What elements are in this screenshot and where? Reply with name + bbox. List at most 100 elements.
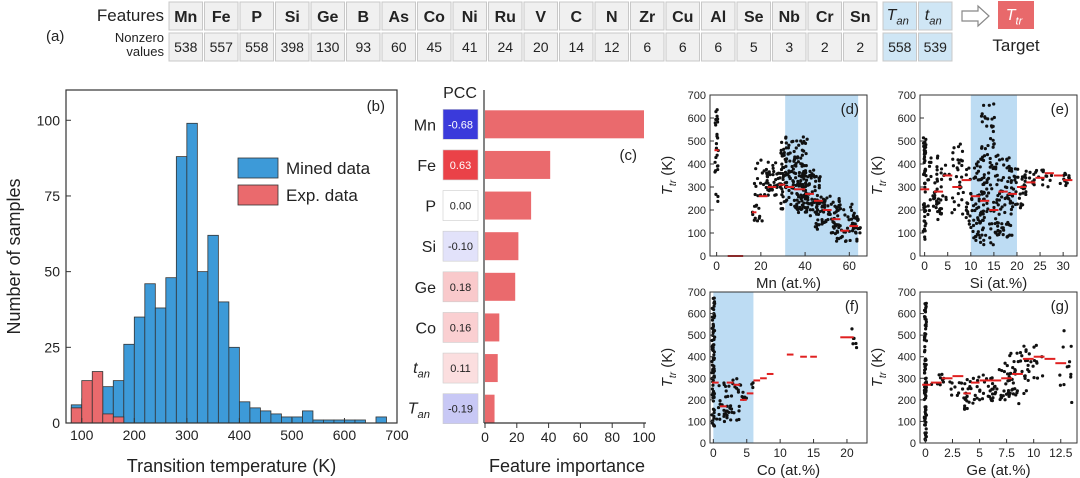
feature-cell	[417, 1, 452, 31]
scatter-point	[710, 387, 715, 391]
scatter-point	[710, 363, 715, 367]
process-count-cell	[918, 32, 953, 62]
scatter-point	[783, 170, 788, 174]
scatter-point	[715, 120, 720, 124]
scatter-point	[967, 222, 971, 226]
scatter-point	[1022, 391, 1026, 396]
scatter-point	[781, 165, 785, 169]
scatter-point	[976, 230, 980, 234]
scatter-point	[802, 172, 806, 176]
scatter-point	[1002, 369, 1006, 374]
feature-cell	[736, 1, 771, 31]
scatter-point	[716, 199, 720, 203]
scatter-point	[982, 243, 986, 247]
scatter-point	[940, 372, 944, 376]
scatter-point	[782, 147, 786, 151]
feature-label: Co	[416, 320, 437, 337]
scatter-point	[814, 179, 818, 183]
scatter-point	[1004, 382, 1008, 386]
y-tick-label: 500	[898, 330, 916, 342]
scatter-point	[936, 217, 940, 222]
scatter-point	[837, 196, 841, 201]
scatter-point	[957, 161, 961, 165]
x-axis-label: Transition temperature (K)	[127, 456, 336, 476]
scatter-point	[1014, 190, 1018, 194]
histogram-bar-mined	[281, 416, 293, 424]
feature-count: 2	[821, 39, 829, 55]
scatter-point	[843, 213, 847, 217]
scatter-point	[1044, 174, 1048, 178]
scatter-point	[999, 207, 1003, 211]
scatter-point	[923, 405, 927, 409]
scatter-point	[780, 162, 784, 166]
scatter-point	[939, 171, 943, 175]
scatter-point	[991, 243, 995, 247]
feature-cell	[523, 1, 558, 31]
scatter-point	[856, 218, 860, 222]
scatter-point	[855, 215, 859, 219]
scatter-point	[712, 316, 716, 320]
scatter-point	[1032, 376, 1036, 380]
scatter-point	[972, 236, 976, 240]
scatter-point	[1065, 181, 1069, 185]
scatter-point	[992, 200, 996, 204]
feature-count: 24	[497, 39, 513, 55]
scatter-point	[817, 186, 821, 190]
scatter-point	[993, 174, 998, 178]
scatter-point	[797, 171, 801, 175]
scatter-point	[1064, 172, 1068, 177]
scatter-point	[788, 159, 792, 163]
histogram-bar-mined	[302, 410, 314, 424]
histogram-bar-exp	[112, 416, 125, 424]
scatter-point	[729, 418, 733, 422]
nonzero-row-label-line1: Nonzero	[115, 30, 164, 45]
scatter-point	[1024, 192, 1028, 197]
scatter-point	[799, 139, 803, 143]
scatter-point	[800, 148, 804, 152]
scatter-point	[717, 412, 721, 417]
scatter-point	[921, 136, 926, 140]
scatter-point	[766, 160, 770, 164]
scatter-point	[1010, 205, 1015, 209]
scatter-point	[1000, 157, 1004, 161]
scatter-point	[858, 231, 862, 235]
plot-frame	[709, 291, 868, 444]
scatter-point	[1028, 170, 1032, 175]
scatter-point	[801, 204, 805, 209]
scatter-point	[1005, 157, 1009, 161]
scatter-point	[938, 376, 943, 380]
y-tick-label: 100	[688, 416, 706, 428]
scatter-point	[834, 239, 839, 243]
scatter-point	[797, 184, 801, 188]
highlight-region	[785, 95, 859, 256]
scatter-point	[996, 178, 1000, 182]
scatter-point	[973, 208, 977, 213]
scatter-point	[829, 231, 833, 235]
scatter-point	[986, 191, 991, 195]
scatter-point	[922, 205, 926, 210]
x-tick-label: 400	[228, 427, 252, 443]
y-tick-label: 600	[898, 309, 916, 321]
scatter-point	[755, 219, 760, 223]
scatter-point	[973, 175, 977, 179]
scatter-point	[1000, 368, 1004, 373]
scatter-point	[1018, 206, 1023, 210]
scatter-point	[984, 233, 988, 237]
feature-label: Fe	[417, 158, 436, 175]
scatter-point	[802, 139, 806, 144]
panel-c-feature-importance: PCC -0.68 Mn 0.63 Fe 0.00 P -0.10 Si 0.18 Ge 0.16 Co…	[408, 85, 656, 476]
scatter-point	[988, 137, 993, 141]
scatter-point	[1035, 360, 1039, 364]
scatter-point	[964, 208, 968, 212]
scatter-point	[1027, 352, 1031, 356]
scatter-point	[982, 103, 986, 107]
scatter-point	[1008, 391, 1012, 395]
feature-name: B	[357, 9, 369, 26]
scatter-point	[712, 301, 716, 305]
scatter-point	[975, 378, 980, 383]
count-cell	[701, 32, 736, 62]
scatter-point	[1069, 344, 1073, 348]
scatter-point	[990, 392, 995, 396]
feature-name: As	[389, 9, 410, 26]
pcc-cell	[442, 230, 479, 262]
